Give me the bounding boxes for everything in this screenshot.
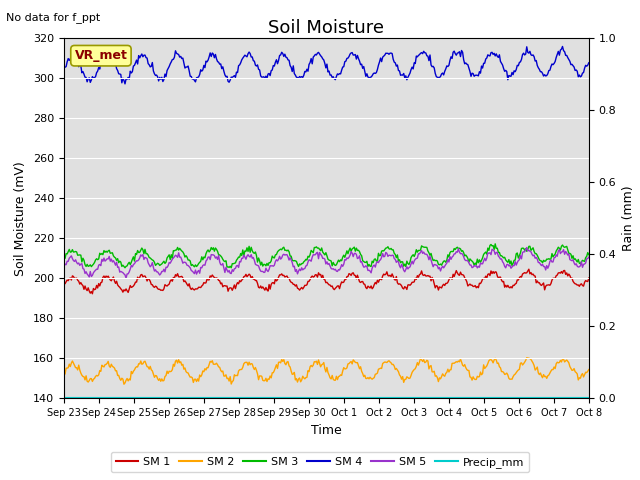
- Text: VR_met: VR_met: [74, 49, 127, 62]
- Y-axis label: Soil Moisture (mV): Soil Moisture (mV): [15, 161, 28, 276]
- Legend: SM 1, SM 2, SM 3, SM 4, SM 5, Precip_mm: SM 1, SM 2, SM 3, SM 4, SM 5, Precip_mm: [111, 452, 529, 472]
- Title: Soil Moisture: Soil Moisture: [268, 19, 385, 37]
- Y-axis label: Rain (mm): Rain (mm): [622, 186, 635, 251]
- X-axis label: Time: Time: [311, 424, 342, 437]
- Text: No data for f_ppt: No data for f_ppt: [6, 12, 100, 23]
